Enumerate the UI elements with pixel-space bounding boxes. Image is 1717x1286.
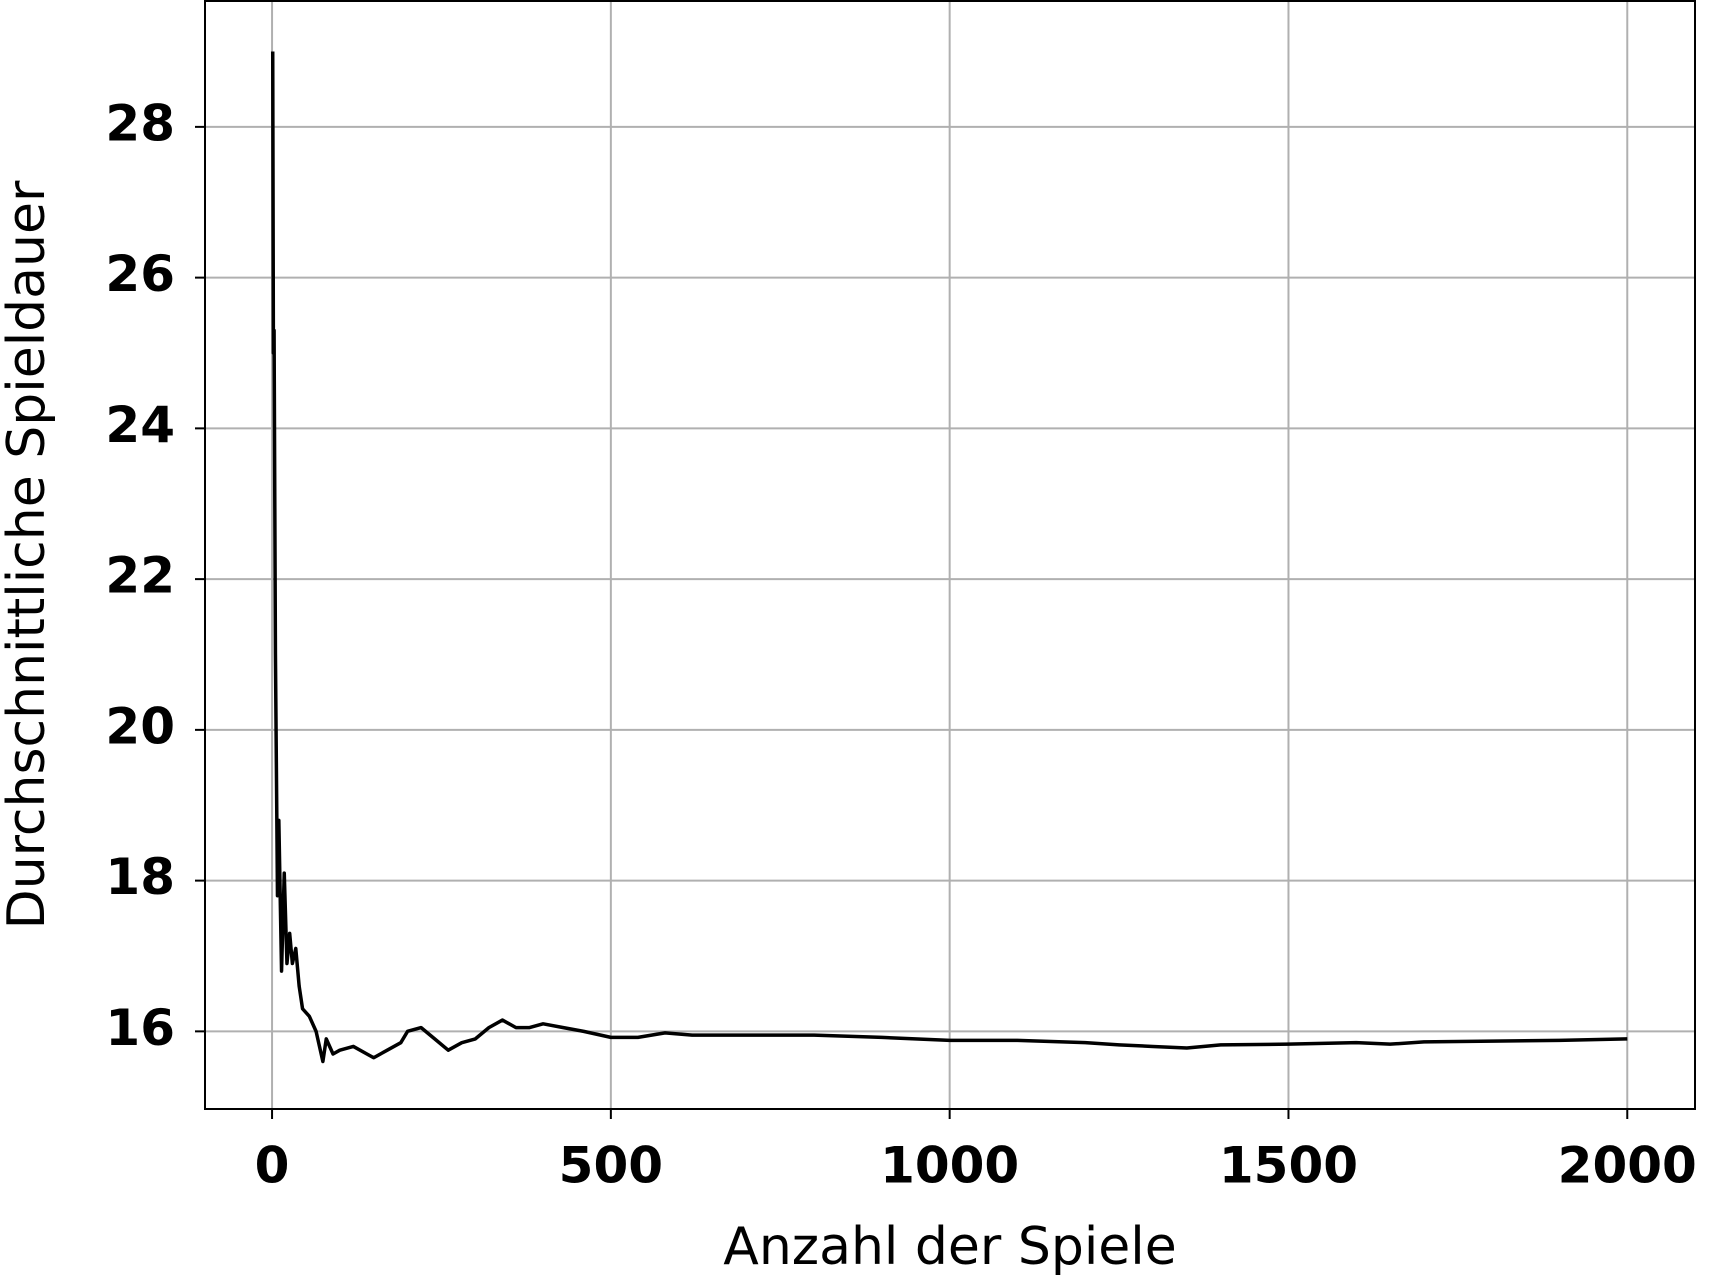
y-axis-label: Durchschnittliche Spieldauer: [0, 180, 57, 929]
y-tick-label: 28: [105, 94, 175, 152]
y-tick-label: 20: [105, 697, 175, 755]
x-tick-label: 1000: [880, 1137, 1019, 1195]
y-tick-label: 26: [105, 245, 175, 303]
plot: [270, 51, 1628, 1064]
x-tick-label: 1500: [1219, 1137, 1358, 1195]
x-tick-label: 2000: [1558, 1137, 1697, 1195]
y-tick-label: 16: [105, 999, 175, 1057]
x-tick-label: 500: [559, 1137, 663, 1195]
y-tick-label: 18: [105, 848, 175, 906]
y-tick-label: 22: [105, 547, 175, 605]
x-axis-label: Anzahl der Spiele: [723, 1217, 1176, 1277]
data-line: [270, 51, 1628, 1064]
x-tick-label: 0: [255, 1137, 290, 1195]
grid: [205, 1, 1695, 1109]
y-tick-label: 24: [105, 396, 175, 454]
